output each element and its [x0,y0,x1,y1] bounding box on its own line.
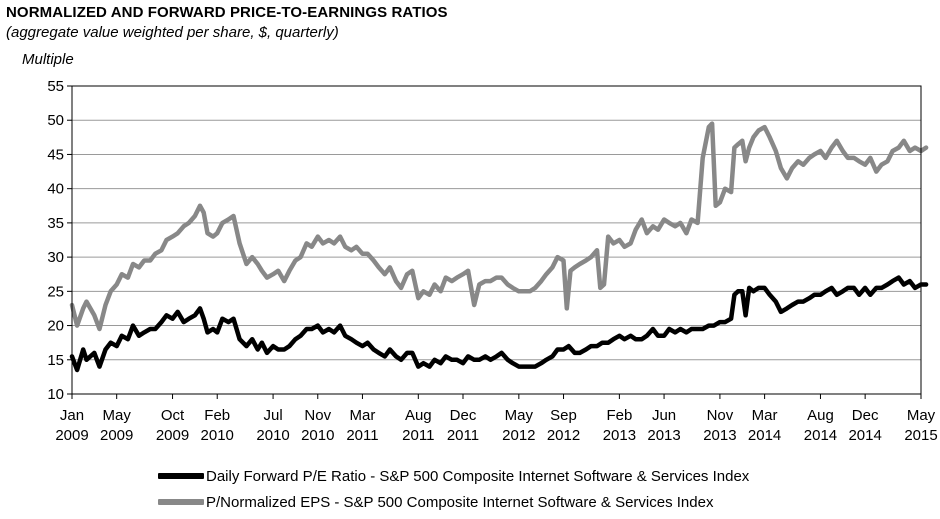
x-tick-label-month: Jan [60,407,84,424]
x-tick-label-month: Aug [405,407,432,424]
y-tick-label: 20 [47,318,64,335]
x-tick-label-month: Feb [606,407,632,424]
legend-label-forward-pe: Daily Forward P/E Ratio - S&P 500 Compos… [206,467,750,485]
x-tick-label-year: 2012 [547,427,580,444]
series-lines [69,121,929,373]
x-tick-label-month: Oct [161,407,185,424]
y-tick-label: 40 [47,181,64,198]
x-tick-label-year: 2011 [447,427,479,444]
y-axis-label: Multiple [22,51,74,68]
legend-label-normalized-eps: P/Normalized EPS - S&P 500 Composite Int… [206,493,714,511]
gridlines [72,119,921,361]
y-tick-label: 30 [47,249,64,266]
x-tick-label-year: 2014 [848,427,881,444]
y-tick-label: 55 [47,78,64,95]
x-tick-label-month: Aug [807,407,834,424]
legend-swatch-normalized-eps [158,499,204,505]
x-tick-label-month: Nov [304,407,331,424]
legend-item-forward-pe: Daily Forward P/E Ratio - S&P 500 Compos… [158,463,749,489]
y-axis-ticks: 10 15 20 25 30 35 40 45 50 55 [47,78,72,403]
chart-subtitle: (aggregate value weighted per share, $, … [6,24,339,41]
x-tick-label-year: 2010 [256,427,289,444]
x-tick-label-year: 2011 [346,427,378,444]
x-tick-label-year: 2011 [402,427,434,444]
y-tick-label: 45 [47,146,64,163]
x-tick-label-year: 2013 [703,427,736,444]
x-tick-label-year: 2009 [100,427,133,444]
x-tick-label-month: Nov [707,407,734,424]
x-tick-label-year: 2014 [748,427,781,444]
x-tick-label-month: May [907,407,936,424]
x-tick-label-month: May [103,407,132,424]
chart-title: NORMALIZED AND FORWARD PRICE-TO-EARNINGS… [6,4,448,21]
x-tick-label-month: Feb [204,407,230,424]
x-tick-label-month: Dec [852,407,879,424]
line-chart: 10 15 20 25 30 35 40 45 50 55 Jan 2009 May 2009 Oct 20… [47,78,938,444]
x-tick-label-year: 2015 [904,427,937,444]
x-tick-label-month: Jul [263,407,282,424]
y-tick-label: 15 [47,352,64,369]
plot-frame [71,85,922,395]
x-tick-label-month: Mar [350,407,376,424]
x-tick-label-month: Jun [652,407,676,424]
y-tick-label: 10 [47,386,64,403]
x-tick-label-year: 2014 [804,427,837,444]
y-tick-label: 25 [47,283,64,300]
x-tick-label-year: 2010 [301,427,334,444]
legend-swatch-forward-pe [158,473,204,479]
series-line-forward-pe [69,275,929,373]
x-tick-label-year: 2009 [156,427,189,444]
x-tick-label-year: 2012 [502,427,535,444]
x-tick-label-year: 2009 [55,427,88,444]
series-line-normalized-eps [69,121,929,332]
legend: Daily Forward P/E Ratio - S&P 500 Compos… [158,463,749,515]
legend-item-normalized-eps: P/Normalized EPS - S&P 500 Composite Int… [158,489,749,515]
x-tick-label-year: 2013 [603,427,636,444]
y-tick-label: 35 [47,215,64,232]
x-tick-label-month: May [505,407,534,424]
x-axis-ticks: Jan 2009 May 2009 Oct 2009 Feb 2010 Jul 2010 Nov 20… [55,394,938,444]
x-tick-label-month: Dec [450,407,477,424]
x-tick-label-month: Sep [550,407,577,424]
x-tick-label-year: 2013 [647,427,680,444]
x-tick-label-month: Mar [752,407,778,424]
y-tick-label: 50 [47,112,64,129]
x-tick-label-year: 2010 [201,427,234,444]
